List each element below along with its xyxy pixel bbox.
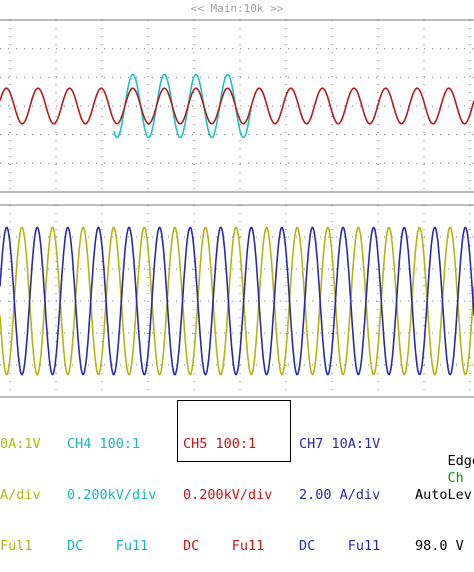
ch7-blue-trace xyxy=(0,226,474,376)
ch3-info[interactable]: 0A:1V A/div Ful1 xyxy=(0,402,41,572)
lower-waveforms xyxy=(0,226,474,376)
trigger-level-value: 98.0 V xyxy=(415,538,464,554)
trigger-info[interactable]: Edge Ch AutoLev 98.0 V xyxy=(415,402,474,572)
ch3-coupling: Ful1 xyxy=(0,538,33,554)
ch5-info[interactable]: CH5 100:1 0.200kV/div DC Fu11 xyxy=(183,402,272,572)
trigger-level-mode: AutoLev xyxy=(415,487,472,503)
ch5-selected-frame xyxy=(177,400,291,462)
ch5-coupling: DC Fu11 xyxy=(183,538,265,554)
ch4-cyan-trace xyxy=(113,73,252,139)
ch5-scale: 0.200kV/div xyxy=(183,487,273,503)
ch3-ratio: 0A:1V xyxy=(0,436,41,452)
upper-grid xyxy=(0,19,474,193)
ch5-ratio: CH5 100:1 xyxy=(183,436,257,452)
timebase-label: << Main:10k >> xyxy=(191,2,284,15)
ch7-info[interactable]: CH7 10A:1V 2.00 A/div DC Fu11 xyxy=(299,402,380,572)
ch4-coupling: DC Fu11 xyxy=(67,538,149,554)
ch7-coupling: DC Fu11 xyxy=(299,538,381,554)
ch4-ratio: CH4 100:1 xyxy=(67,436,141,452)
trigger-mode: Edge xyxy=(447,453,474,469)
ch5-red-trace xyxy=(0,87,474,125)
ch4-info[interactable]: CH4 100:1 0.200kV/div DC Fu11 xyxy=(67,402,156,572)
ch7-ratio: CH7 10A:1V xyxy=(299,436,381,452)
trigger-channel: Ch xyxy=(447,470,464,486)
trigger-mode-row: Edge Ch xyxy=(415,436,474,486)
lower-grid xyxy=(0,204,474,398)
oscilloscope-display: << Main:10k >> xyxy=(0,2,474,398)
ch3-scale: A/div xyxy=(0,487,41,503)
ch7-scale: 2.00 A/div xyxy=(299,487,381,503)
upper-waveforms xyxy=(0,73,474,139)
ch4-scale: 0.200kV/div xyxy=(67,487,157,503)
ch3-yellow-trace xyxy=(0,226,474,376)
